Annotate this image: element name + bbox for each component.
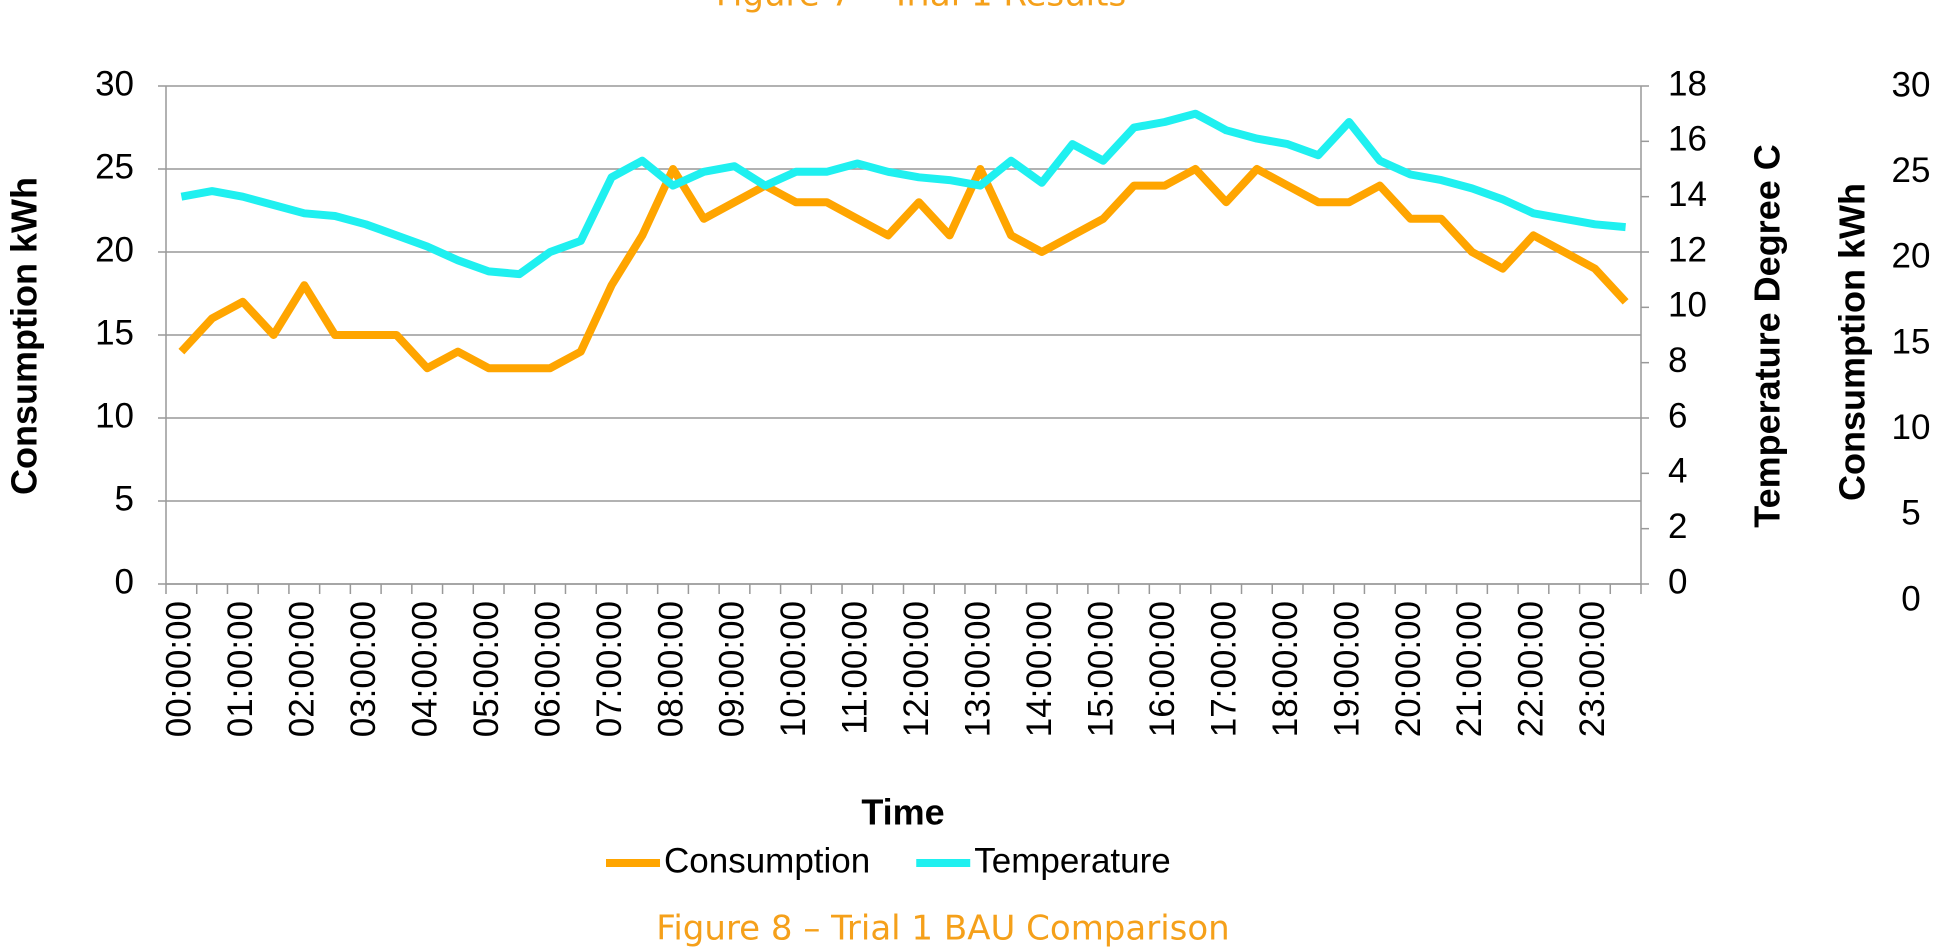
x-tick-label: 11:00:00 <box>836 601 875 735</box>
x-tick-label: 06:00:00 <box>528 601 567 737</box>
y3-tick-label: 15 <box>1892 322 1931 361</box>
y2-tick-label: 2 <box>1668 507 1687 546</box>
y-tick-label: 30 <box>95 64 134 103</box>
y2-tick-label: 6 <box>1668 396 1687 435</box>
caption: Figure 8 – Trial 1 BAU Comparison <box>656 909 1229 949</box>
x-tick-label: 00:00:00 <box>160 601 199 737</box>
y3-tick-label: 10 <box>1892 408 1931 447</box>
series-line <box>180 109 1626 279</box>
x-tick-label: 20:00:00 <box>1389 601 1428 737</box>
x-tick-label: 22:00:00 <box>1512 601 1551 737</box>
y3-axis-title: Consumption kWh <box>1832 183 1873 501</box>
x-tick-label: 07:00:00 <box>590 601 629 737</box>
y2-tick-label: 16 <box>1668 120 1707 159</box>
x-tick-label: 16:00:00 <box>1143 601 1182 737</box>
x-tick-label: 01:00:00 <box>221 601 260 737</box>
x-tick-label: 05:00:00 <box>467 601 506 737</box>
x-tick-label: 19:00:00 <box>1327 601 1366 737</box>
y2-tick-label: 0 <box>1668 562 1687 601</box>
y3-tick-label: 25 <box>1892 151 1931 190</box>
caption-above: Figure 7 – Trial 1 Results <box>716 0 1126 15</box>
x-axis-title: Time <box>861 792 944 833</box>
x-tick-label: 02:00:00 <box>283 601 322 737</box>
x-tick-label: 14:00:00 <box>1020 601 1059 737</box>
x-tick-label: 18:00:00 <box>1266 601 1305 737</box>
x-tick-label: 09:00:00 <box>713 601 752 737</box>
y2-axis-title: Temperature Degree C <box>1747 144 1788 527</box>
y2-tick-label: 8 <box>1668 341 1687 380</box>
x-tick-label: 15:00:00 <box>1081 601 1120 737</box>
y3-tick-label: 30 <box>1892 65 1931 104</box>
y2-tick-label: 12 <box>1668 230 1707 269</box>
y-tick-label: 0 <box>115 562 134 601</box>
y-tick-label: 15 <box>95 313 134 352</box>
x-tick-label: 13:00:00 <box>959 601 998 737</box>
y2-tick-label: 18 <box>1668 64 1707 103</box>
y3-tick-label: 20 <box>1892 237 1931 276</box>
y3-tick-label: 0 <box>1901 579 1920 618</box>
y3-tick-label: 5 <box>1901 494 1920 533</box>
y2-tick-label: 10 <box>1668 286 1707 325</box>
y-tick-label: 20 <box>95 230 134 269</box>
y-tick-label: 10 <box>95 396 134 435</box>
x-tick-label: 12:00:00 <box>897 601 936 737</box>
x-tick-label: 17:00:00 <box>1204 601 1243 737</box>
legend-label: Consumption <box>664 841 870 880</box>
legend-label: Temperature <box>974 841 1170 880</box>
x-tick-label: 21:00:00 <box>1450 601 1489 737</box>
y2-tick-label: 14 <box>1668 175 1707 214</box>
y-tick-label: 5 <box>115 479 134 518</box>
series-line <box>178 165 1629 373</box>
x-tick-label: 23:00:00 <box>1573 601 1612 737</box>
x-tick-label: 03:00:00 <box>344 601 383 737</box>
y2-tick-label: 4 <box>1668 452 1687 491</box>
x-tick-label: 08:00:00 <box>651 601 690 737</box>
x-tick-label: 04:00:00 <box>405 601 444 737</box>
y-tick-label: 25 <box>95 147 134 186</box>
x-tick-label: 10:00:00 <box>774 601 813 737</box>
y-axis-title: Consumption kWh <box>4 177 45 495</box>
